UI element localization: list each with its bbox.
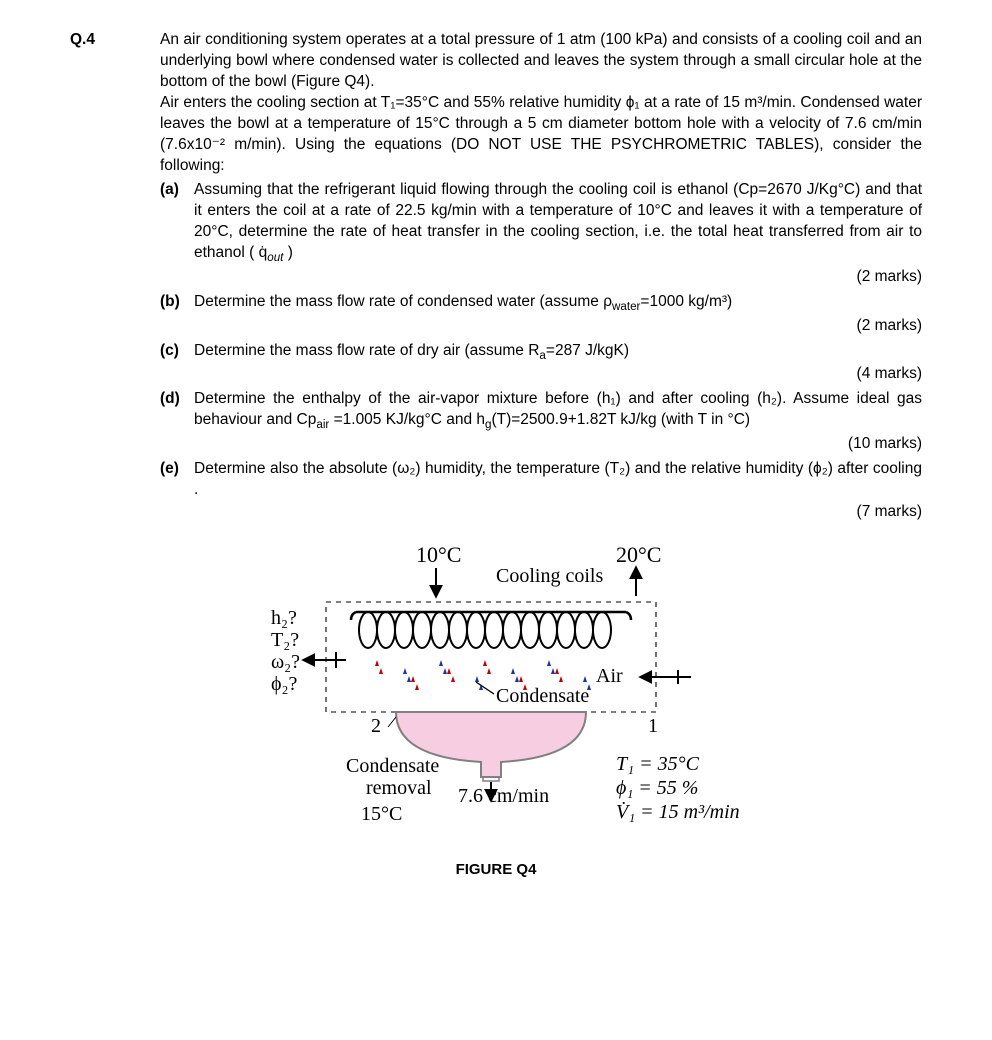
figure-caption: FIGURE Q4 — [70, 860, 922, 880]
part-c-marks: (4 marks) — [160, 364, 922, 385]
figure-svg: 10°C 20°C Cooling coils Air Condensate h₂?T₂?… — [196, 542, 796, 852]
part-e-text: Determine also the absolute (ω₂) humidit… — [194, 459, 922, 501]
intro-para-2: Air enters the cooling section at T₁=35°… — [160, 93, 922, 177]
part-a-text: Assuming that the refrigerant liquid flo… — [194, 180, 922, 266]
svg-text:ϕ₁ = 55 %: ϕ₁ = 55 % — [616, 777, 698, 799]
part-e: (e) Determine also the absolute (ω₂) hum… — [160, 459, 922, 501]
svg-text:10°C: 10°C — [416, 542, 461, 567]
part-e-label: (e) — [160, 459, 194, 501]
svg-text:V̇₁ = 15 m³/min: V̇₁ = 15 m³/min — [616, 800, 740, 823]
part-c-text: Determine the mass flow rate of dry air … — [194, 341, 922, 364]
svg-text:Condensate: Condensate — [346, 755, 439, 777]
part-a: (a) Assuming that the refrigerant liquid… — [160, 180, 922, 266]
part-c-label: (c) — [160, 341, 194, 364]
question-row: Q.4 An air conditioning system operates … — [70, 30, 922, 176]
svg-text:2: 2 — [371, 715, 381, 737]
svg-text:ω₂?: ω₂? — [271, 651, 300, 673]
part-d-marks: (10 marks) — [160, 434, 922, 455]
svg-text:T₁ = 35°C: T₁ = 35°C — [616, 753, 700, 775]
part-b: (b) Determine the mass flow rate of cond… — [160, 292, 922, 315]
part-b-label: (b) — [160, 292, 194, 315]
part-d-text: Determine the enthalpy of the air-vapor … — [194, 389, 922, 433]
figure-q4: 10°C 20°C Cooling coils Air Condensate h₂?T₂?… — [70, 542, 922, 852]
part-a-marks: (2 marks) — [160, 267, 922, 288]
part-d-label: (d) — [160, 389, 194, 433]
svg-text:Condensate: Condensate — [496, 685, 589, 707]
intro-para-1: An air conditioning system operates at a… — [160, 30, 922, 93]
part-b-text: Determine the mass flow rate of condense… — [194, 292, 922, 315]
svg-text:20°C: 20°C — [616, 542, 661, 567]
svg-text:h₂?: h₂? — [271, 607, 297, 629]
part-e-marks: (7 marks) — [160, 502, 922, 523]
svg-text:Cooling coils: Cooling coils — [496, 565, 603, 587]
part-d: (d) Determine the enthalpy of the air-va… — [160, 389, 922, 433]
question-number: Q.4 — [70, 30, 160, 176]
svg-text:1: 1 — [648, 715, 658, 737]
part-a-label: (a) — [160, 180, 194, 266]
svg-text:ϕ₂?: ϕ₂? — [271, 673, 298, 695]
svg-text:T₂?: T₂? — [271, 629, 299, 651]
svg-text:15°C: 15°C — [361, 803, 402, 825]
part-c: (c) Determine the mass flow rate of dry … — [160, 341, 922, 364]
svg-text:removal: removal — [366, 777, 432, 799]
part-b-marks: (2 marks) — [160, 316, 922, 337]
svg-text:7.6 cm/min: 7.6 cm/min — [458, 785, 549, 807]
svg-text:Air: Air — [596, 665, 623, 687]
question-body: An air conditioning system operates at a… — [160, 30, 922, 176]
